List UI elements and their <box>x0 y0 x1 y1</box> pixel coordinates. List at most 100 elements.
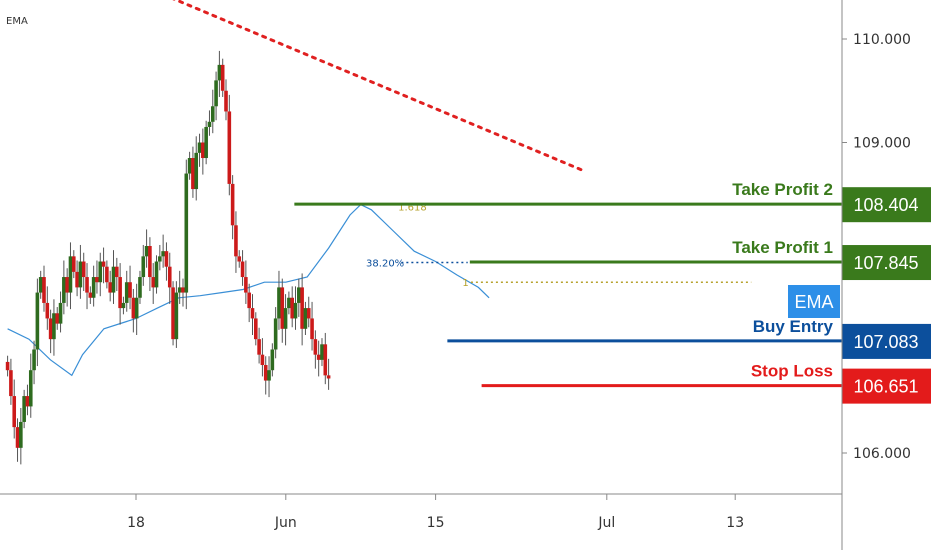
candle-body-67 <box>227 111 232 184</box>
candle-body-37 <box>128 282 132 298</box>
candle-body-12 <box>45 302 50 319</box>
candle-body-60 <box>204 126 208 159</box>
level-price-0: 108.404 <box>853 195 918 215</box>
candle-body-17 <box>62 277 66 303</box>
candle-body-48 <box>164 251 169 267</box>
ema-layer <box>7 203 490 377</box>
candle-body-90 <box>303 308 308 329</box>
candle-body-47 <box>161 251 165 257</box>
candle-body-4 <box>19 421 23 448</box>
candle-body-88 <box>297 287 301 303</box>
candle-body-78 <box>263 365 268 381</box>
levels-layer: Take Profit 2 108.404 Take Profit 1 107.845… <box>294 180 931 404</box>
candle-body-95 <box>320 344 324 360</box>
candle-body-55 <box>187 158 192 174</box>
candle-body-3 <box>15 427 20 448</box>
candle-body-63 <box>214 80 218 107</box>
x-tick-label-3: Jul <box>597 515 615 531</box>
candle-body-13 <box>48 318 53 340</box>
candle-body-22 <box>78 261 83 288</box>
x-tick-label-2: 15 <box>427 515 445 531</box>
level-price-tag-0 <box>842 187 931 223</box>
fib-label-2: 1 <box>462 278 468 289</box>
candle-body-81 <box>273 318 278 350</box>
candle-body-77 <box>260 354 265 366</box>
level-price-2: 107.083 <box>853 332 918 352</box>
ema-badge[interactable]: EMA <box>788 285 840 318</box>
candle-body-36 <box>124 282 129 303</box>
candle-body-83 <box>280 287 285 329</box>
candle-body-57 <box>194 152 199 190</box>
level-name-2: Buy Entry <box>753 317 834 336</box>
candle-body-56 <box>191 158 195 190</box>
candle-body-39 <box>134 297 139 319</box>
candle-body-33 <box>115 266 119 278</box>
candle-body-70 <box>237 256 242 262</box>
candle-body-80 <box>270 349 275 371</box>
candle-body-62 <box>210 106 215 122</box>
candle-body-23 <box>81 261 86 278</box>
candle-body-72 <box>244 277 248 293</box>
candle-body-59 <box>201 142 205 159</box>
level-name-3: Stop Loss <box>751 362 833 381</box>
candle-body-75 <box>253 318 258 340</box>
candle-body-50 <box>171 287 175 340</box>
fib-layer: 1.618 38.20% 1 <box>366 203 752 289</box>
candle-body-71 <box>240 261 245 278</box>
candle-body-44 <box>151 277 156 288</box>
candle-body-5 <box>22 396 26 422</box>
candle-body-53 <box>181 287 185 293</box>
candle-body-87 <box>293 302 298 319</box>
y-tick-label-2: 106.000 <box>853 446 911 462</box>
candle-body-85 <box>287 297 291 309</box>
fib-label-0: 1.618 <box>398 203 427 214</box>
candle-body-51 <box>174 292 179 340</box>
level-price-1: 107.845 <box>853 253 918 273</box>
candle-body-42 <box>144 246 149 257</box>
fib-label-1: 38.20% <box>366 259 404 270</box>
candle-body-25 <box>88 292 93 298</box>
candle-body-26 <box>91 277 96 298</box>
x-tick-label-0: 18 <box>127 515 145 531</box>
candle-body-94 <box>316 354 321 360</box>
candle-body-96 <box>323 344 328 376</box>
candle-body-31 <box>108 282 112 293</box>
candle-body-68 <box>230 183 235 226</box>
indicator-label[interactable]: EMA <box>6 16 28 27</box>
level-price-3: 106.651 <box>853 377 918 397</box>
candle-body-45 <box>154 261 159 288</box>
candle-body-18 <box>65 277 69 293</box>
level-name-1: Take Profit 1 <box>732 238 833 257</box>
x-tick-label-4: 13 <box>726 515 744 531</box>
ema-badge-label: EMA <box>794 292 833 312</box>
candle-body-73 <box>247 292 251 309</box>
candle-body-69 <box>234 225 238 257</box>
candle-body-32 <box>111 266 116 293</box>
candle-body-89 <box>300 287 304 329</box>
candle-body-58 <box>197 142 202 153</box>
y-tick-label-0: 110.000 <box>853 32 911 48</box>
level-price-tag-3 <box>842 368 931 404</box>
candle-body-30 <box>105 266 109 283</box>
candle-body-15 <box>55 313 60 324</box>
candle-body-76 <box>257 339 261 355</box>
candle-body-14 <box>52 313 56 340</box>
candle-body-46 <box>158 256 162 262</box>
candle-body-40 <box>138 277 142 298</box>
candle-body-61 <box>207 121 212 127</box>
candle-body-0 <box>5 361 10 371</box>
candle-body-19 <box>68 256 73 293</box>
candle-body-84 <box>283 308 288 329</box>
candle-body-28 <box>98 261 103 283</box>
candle-body-2 <box>12 396 17 428</box>
candle-body-82 <box>277 287 281 319</box>
y-tick-label-1: 109.000 <box>853 136 911 152</box>
candle-body-43 <box>148 246 152 278</box>
candle-body-20 <box>71 256 76 272</box>
candle-body-1 <box>9 370 13 397</box>
candle-body-97 <box>326 375 331 379</box>
level-price-tag-2 <box>842 323 931 359</box>
resistance-trendline <box>172 0 587 173</box>
candle-body-10 <box>38 277 43 293</box>
